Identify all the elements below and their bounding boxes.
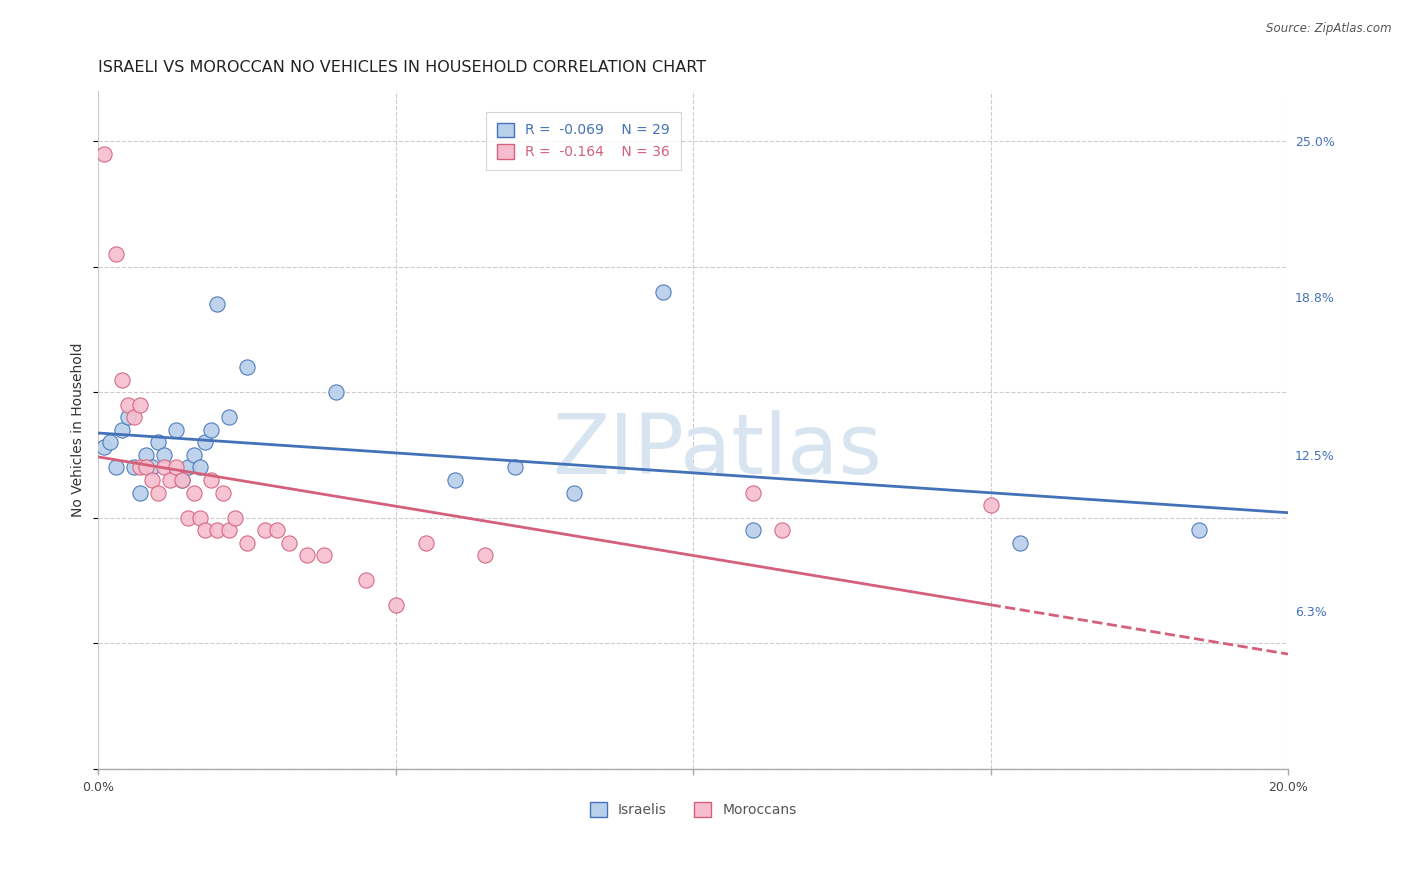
Point [194, 523, 217, 537]
Point [153, 448, 176, 462]
Point [200, 473, 222, 487]
Point [98, 435, 121, 450]
Text: ZIPatlas: ZIPatlas [553, 409, 882, 491]
Point [236, 535, 259, 549]
Point [165, 423, 187, 437]
Point [770, 523, 793, 537]
Text: Source: ZipAtlas.com: Source: ZipAtlas.com [1267, 22, 1392, 36]
Y-axis label: No Vehicles in Household: No Vehicles in Household [72, 343, 86, 517]
Point [111, 423, 134, 437]
Point [165, 460, 187, 475]
Point [415, 535, 437, 549]
Point [354, 574, 377, 588]
Point [135, 448, 157, 462]
Point [129, 485, 152, 500]
Point [562, 485, 585, 500]
Point [212, 485, 235, 500]
Point [183, 485, 205, 500]
Point [105, 460, 128, 475]
Point [141, 460, 163, 475]
Point [266, 523, 288, 537]
Point [146, 485, 169, 500]
Point [218, 410, 240, 425]
Point [129, 398, 152, 412]
Point [207, 523, 229, 537]
Point [224, 510, 246, 524]
Point [141, 473, 163, 487]
Point [117, 410, 139, 425]
Point [111, 373, 134, 387]
Point [153, 460, 176, 475]
Point [1010, 535, 1032, 549]
Point [444, 473, 467, 487]
Point [385, 599, 408, 613]
Point [474, 549, 496, 563]
Point [652, 285, 675, 299]
Point [188, 510, 211, 524]
Text: ISRAELI VS MOROCCAN NO VEHICLES IN HOUSEHOLD CORRELATION CHART: ISRAELI VS MOROCCAN NO VEHICLES IN HOUSE… [98, 60, 707, 75]
Point [170, 473, 193, 487]
Point [741, 523, 763, 537]
Point [129, 460, 152, 475]
Point [295, 549, 318, 563]
Point [200, 423, 222, 437]
Point [741, 485, 763, 500]
Point [253, 523, 276, 537]
Point [93, 146, 115, 161]
Point [117, 398, 139, 412]
Point [277, 535, 299, 549]
Point [503, 460, 526, 475]
Legend: Israelis, Moroccans: Israelis, Moroccans [585, 797, 801, 822]
Point [236, 360, 259, 375]
Point [218, 523, 240, 537]
Point [183, 448, 205, 462]
Point [176, 460, 198, 475]
Point [325, 385, 347, 400]
Point [207, 297, 229, 311]
Point [980, 498, 1002, 512]
Point [105, 247, 128, 261]
Point [93, 441, 115, 455]
Point [135, 460, 157, 475]
Point [170, 473, 193, 487]
Point [122, 410, 145, 425]
Point [188, 460, 211, 475]
Point [194, 435, 217, 450]
Point [122, 460, 145, 475]
Point [1188, 523, 1211, 537]
Point [159, 473, 181, 487]
Point [176, 510, 198, 524]
Point [146, 435, 169, 450]
Point [314, 549, 336, 563]
